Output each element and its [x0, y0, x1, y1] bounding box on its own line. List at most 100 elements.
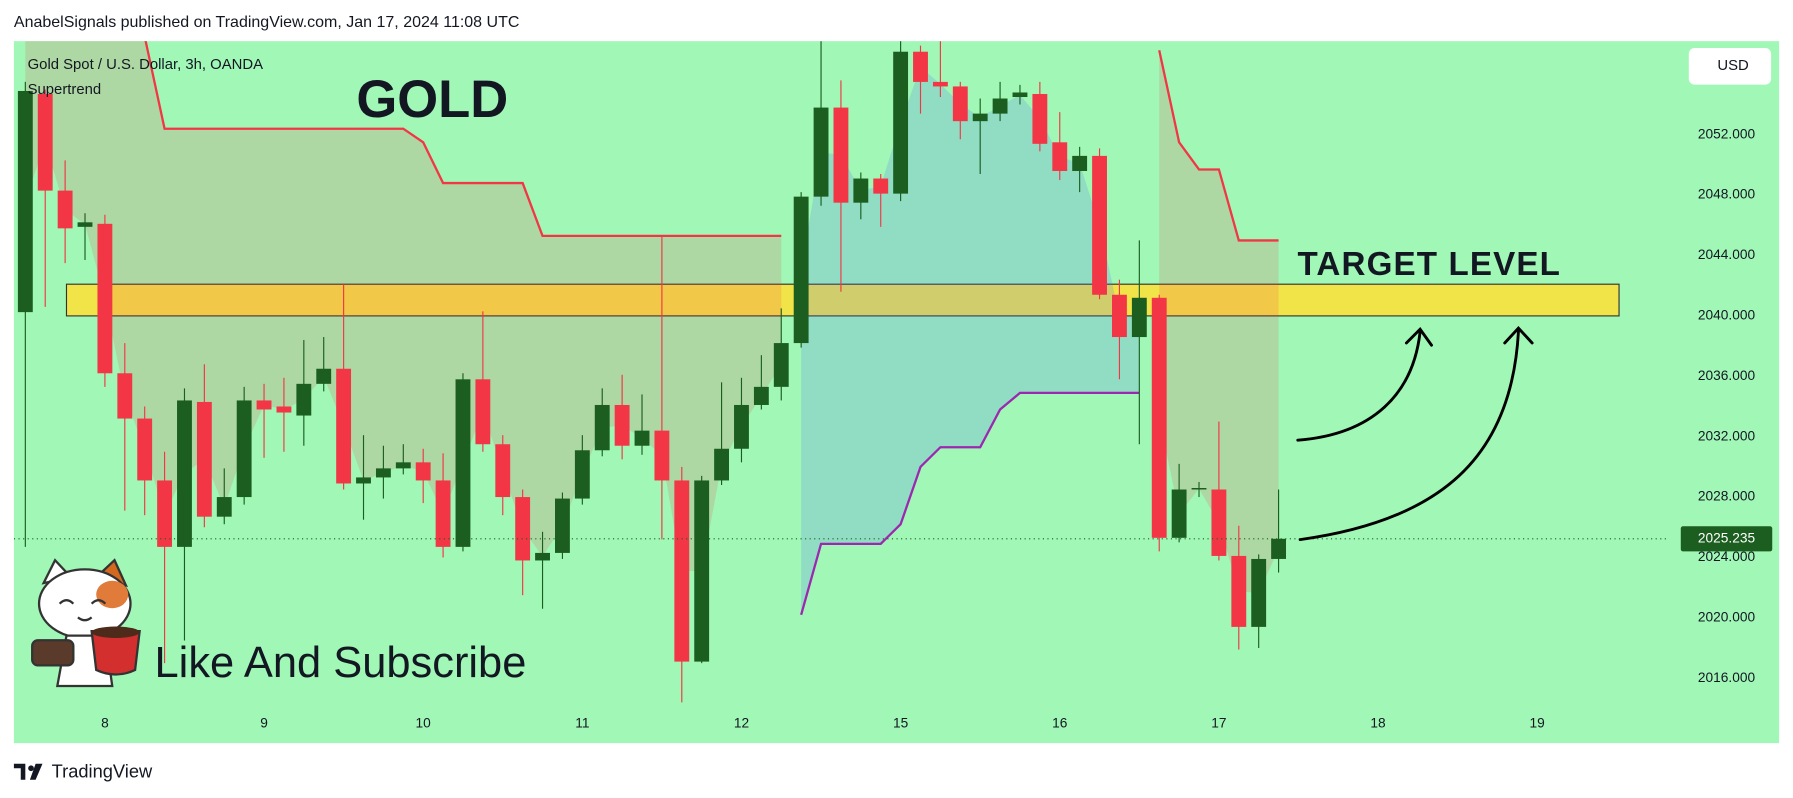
x-tick-label: 9 [260, 715, 268, 730]
footer: TradingView [52, 761, 153, 782]
supertrend-lower [800, 391, 1140, 616]
y-tick-label: 2028.000 [1698, 489, 1756, 504]
candle-body [435, 480, 451, 547]
arrow-head [1404, 327, 1433, 347]
candle-body [375, 468, 391, 478]
candle-body [296, 383, 312, 416]
candle-body [177, 400, 192, 547]
candle-body [395, 462, 411, 469]
candle-body [753, 386, 769, 405]
gold-annotation: GOLD [356, 70, 508, 129]
candle-body [515, 497, 531, 561]
y-tick-label: 2020.000 [1698, 609, 1756, 624]
supertrend-upper [144, 41, 1279, 242]
candle-body [356, 477, 371, 484]
symbol-title: Gold Spot / U.S. Dollar, 3h, OANDA [28, 57, 263, 73]
subscribe-annotation: Like And Subscribe [155, 639, 527, 687]
target-zone [65, 283, 1620, 317]
candle-body [1191, 488, 1207, 490]
trend-fill [25, 41, 782, 572]
candle-body [455, 379, 471, 547]
y-tick-label: 2040.000 [1698, 308, 1756, 323]
candle-body [336, 368, 352, 484]
candle-body [1072, 155, 1088, 171]
trend-fill [801, 66, 1140, 615]
indicator-name: Supertrend [28, 82, 102, 98]
candle-body [1171, 489, 1187, 538]
x-tick-label: 15 [893, 715, 909, 730]
y-tick-label: 2016.000 [1698, 670, 1756, 685]
candle-body [813, 107, 829, 197]
candle-body [873, 178, 889, 194]
x-tick-label: 11 [575, 715, 589, 730]
candle-body [694, 480, 710, 662]
candle-body [932, 81, 948, 87]
candle-body [972, 113, 988, 122]
candle-body [893, 51, 909, 194]
candle-body [793, 196, 809, 344]
y-tick-label: 2048.000 [1698, 187, 1756, 202]
candle-body [1251, 558, 1267, 627]
candle-body [1271, 538, 1287, 559]
y-tick-label: 2036.000 [1698, 368, 1756, 383]
candle-body [157, 480, 173, 547]
candle-body [316, 368, 332, 384]
target-annotation: TARGET LEVEL [1298, 246, 1562, 283]
candle-body [276, 406, 292, 413]
candle-body [117, 373, 133, 419]
candle-body [674, 480, 690, 662]
candle-body [1211, 489, 1227, 556]
candle-body [853, 178, 869, 203]
y-tick-label: 2032.000 [1698, 428, 1756, 443]
candle-body [256, 400, 272, 410]
candle-body [1151, 297, 1167, 538]
footer-logo [13, 763, 43, 780]
candle-body [634, 430, 650, 446]
candle-body [773, 343, 789, 387]
candle-body [495, 444, 511, 498]
candle-body [535, 552, 550, 561]
mascot [31, 558, 141, 688]
x-tick-label: 10 [416, 715, 432, 730]
candle-body [57, 190, 73, 229]
candle-body [1032, 93, 1048, 144]
candle-body [137, 418, 153, 481]
candle-body [77, 222, 93, 227]
candle-body [1012, 92, 1028, 98]
candle-body [594, 404, 610, 451]
candle-body [1112, 294, 1127, 338]
currency: USD [1717, 58, 1749, 74]
candle-body [475, 379, 491, 445]
arrows [1296, 326, 1534, 542]
candle-body [555, 498, 570, 553]
candle-body [614, 404, 630, 446]
x-tick-label: 16 [1052, 715, 1068, 730]
candle-body [17, 90, 33, 313]
trend-fill [1159, 50, 1279, 593]
candle-body [1231, 555, 1247, 627]
candle-body [952, 86, 968, 122]
x-tick-label: 12 [734, 715, 749, 730]
candle-body [236, 400, 252, 498]
arrow [1298, 330, 1520, 542]
x-tick-label: 18 [1370, 715, 1386, 730]
arrow [1296, 330, 1422, 442]
candle-body [196, 401, 212, 517]
candle-body [1131, 297, 1147, 338]
candle-body [734, 404, 749, 449]
x-tick-label: 8 [101, 715, 109, 730]
candle-body [574, 450, 590, 499]
current-price-label: 2025.235 [1698, 530, 1756, 545]
arrow-head [1503, 326, 1534, 345]
y-tick-label: 2024.000 [1698, 549, 1756, 564]
overlay: 8 9 10 11 12 15 16 17 18 19 2016.000 2020.000 2024.0… [101, 126, 1773, 730]
current-price-box [1680, 526, 1773, 552]
candle-body [992, 98, 1008, 114]
candle-body [37, 93, 53, 191]
header: AnabelSignals published on TradingView.c… [14, 14, 520, 31]
x-tick-label: 17 [1211, 715, 1226, 730]
candle-body [913, 51, 928, 82]
candle-body [833, 107, 849, 203]
